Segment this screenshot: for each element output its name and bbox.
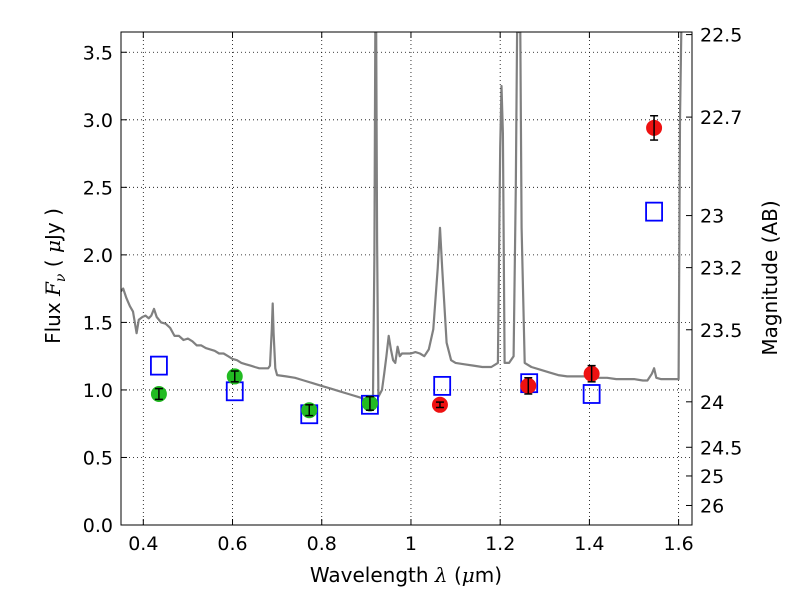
data-markers — [150, 114, 663, 425]
model-square-marker — [582, 384, 601, 404]
y-tick-label: 3.5 — [83, 42, 113, 64]
model-square-marker — [645, 201, 663, 222]
y-tick-label: 3.0 — [83, 110, 113, 132]
x-tick-label: 0.6 — [217, 533, 247, 555]
y2-tick-label: 22.7 — [700, 107, 742, 129]
model-square-marker — [225, 381, 244, 402]
x-tick-label: 0.8 — [307, 533, 337, 555]
x-tick-label: 1.2 — [485, 533, 515, 555]
y-axis-label: Flux Fν ( μJy ) — [41, 208, 69, 344]
y-tick-label: 2.5 — [83, 177, 113, 199]
y2-tick-label: 23.5 — [700, 320, 742, 342]
y2-tick-label: 24.5 — [700, 437, 742, 459]
x-tick-label: 1 — [405, 533, 417, 555]
y2-tick-label: 22.5 — [700, 25, 742, 47]
x-axis-label: Wavelength λ (μm) — [310, 563, 502, 587]
model-square-marker — [150, 355, 168, 376]
plot-frame — [120, 31, 693, 526]
x-tick-label: 1.6 — [664, 533, 694, 555]
y2-axis-label: Magnitude (AB) — [758, 200, 782, 355]
y-tick-label: 1.0 — [83, 380, 113, 402]
spectrum-line — [121, 32, 683, 402]
y-tick-label: 0.5 — [83, 447, 113, 469]
y-tick-label: 1.5 — [83, 312, 113, 334]
axis-ticks: 0.4 0.6 0.8 1 1.2 1.4 1.6 0.0 0.5 1.0 1.5 2.0 2.5 3.0… — [83, 25, 743, 555]
y-tick-label: 2.0 — [83, 245, 113, 267]
y-tick-label: 0.0 — [83, 515, 113, 537]
y2-tick-label: 25 — [700, 466, 724, 488]
y2-tick-label: 23.2 — [700, 258, 742, 280]
model-square-marker — [433, 375, 452, 396]
x-tick-label: 1.4 — [574, 533, 604, 555]
y2-tick-label: 24 — [700, 392, 724, 414]
x-tick-label: 0.4 — [128, 533, 158, 555]
y2-tick-label: 23 — [700, 206, 724, 228]
y2-tick-label: 26 — [700, 495, 724, 517]
grid — [121, 32, 692, 526]
